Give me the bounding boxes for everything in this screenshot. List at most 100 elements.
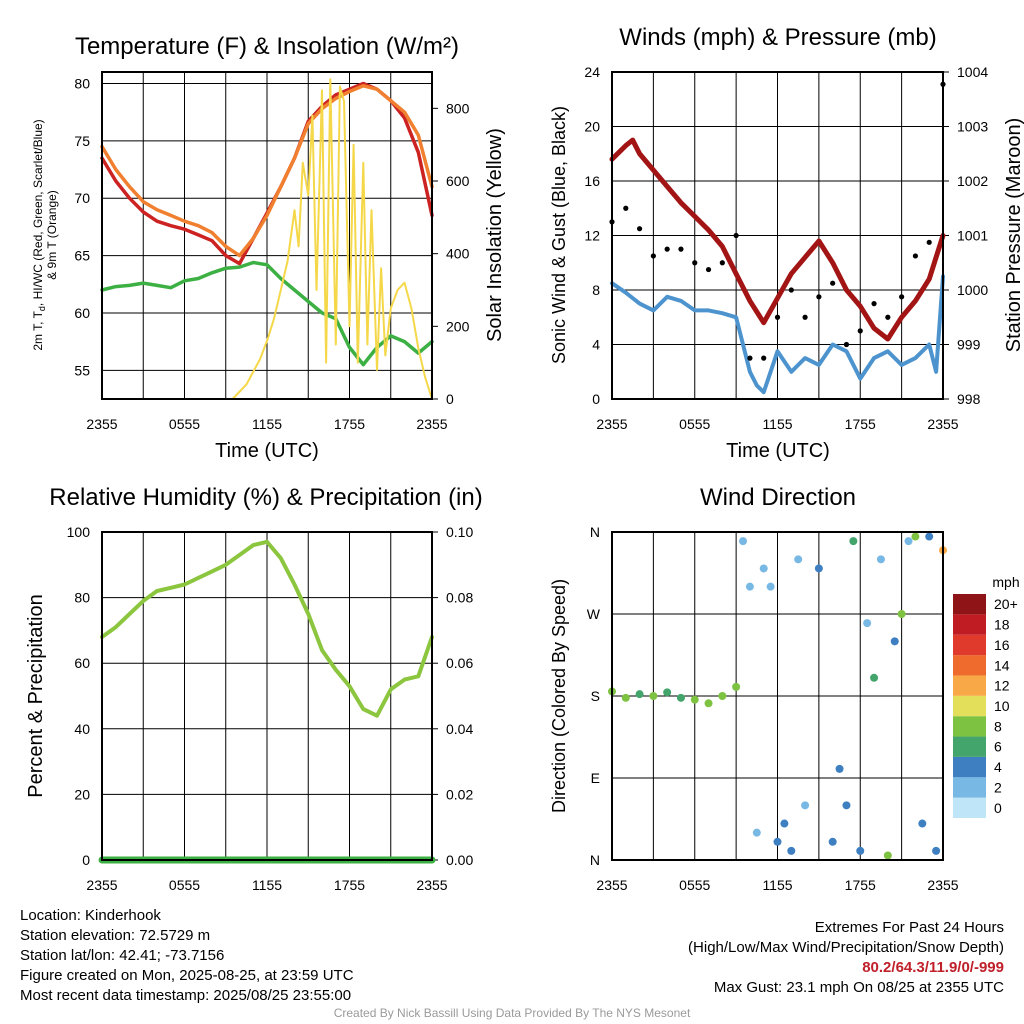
temperature-x-tick-label: 1155: [252, 416, 282, 432]
colorbar-label: 16: [994, 637, 1010, 653]
direction-point: [739, 537, 748, 546]
humidity-y2-tick-label: 0.00: [446, 852, 473, 868]
colorbar-swatch: [953, 614, 986, 635]
colorbar-swatch: [953, 634, 986, 656]
colorbar-label: 0: [994, 800, 1002, 816]
gust-point: [650, 253, 656, 259]
winds-y2-tick-label: 1003: [957, 119, 988, 135]
gust-point: [912, 253, 919, 259]
direction-x-tick-label: 2355: [596, 877, 627, 893]
humidity-panel-title: Relative Humidity (%) & Precipitation (i…: [49, 484, 482, 511]
gust-point: [761, 355, 767, 361]
gust-point: [885, 314, 891, 320]
humidity-x-tick-label: 0555: [169, 877, 200, 893]
colorbar-swatch: [953, 675, 986, 696]
direction-point: [904, 537, 913, 546]
winds-x-axis-label: Time (UTC): [726, 440, 830, 462]
temperature-y2-tick-label: 200: [446, 318, 470, 334]
direction-panel-title: Wind Direction: [700, 484, 856, 511]
wind-axis-label: Sonic Wind & Gust (Blue, Black): [549, 106, 569, 364]
colorbar-swatch: [953, 716, 986, 737]
temperature-x-tick-label: 2355: [86, 416, 117, 432]
direction-point: [773, 837, 782, 846]
credit-line: Created By Nick Bassill Using Data Provi…: [333, 1006, 691, 1020]
colorbar-swatch: [953, 797, 986, 818]
colorbar-label: 20+: [994, 596, 1018, 612]
colorbar-label: 10: [994, 698, 1010, 714]
humidity-x-tick-label: 1755: [334, 877, 365, 893]
gust-point: [747, 355, 753, 361]
direction-frame: [611, 531, 944, 861]
humidity-y-tick-label: 60: [74, 655, 90, 671]
colorbar-swatch: [953, 695, 986, 717]
humidity-x-tick-label: 2355: [86, 877, 117, 893]
direction-point: [863, 619, 872, 628]
direction-point: [704, 699, 713, 708]
winds-y2-tick-label: 1000: [957, 282, 988, 298]
humidity-x-tick-label: 1155: [252, 877, 282, 893]
direction-point: [621, 693, 630, 702]
pressure-axis-label: Station Pressure (Maroon): [1003, 118, 1024, 353]
temperature-y-tick-label: 80: [74, 75, 90, 91]
direction-point: [911, 532, 920, 541]
direction-y-tick-label: S: [591, 688, 600, 704]
colorbar-label: 2: [994, 779, 1002, 795]
direction-point: [752, 828, 761, 837]
direction-point: [932, 846, 941, 855]
direction-point: [635, 690, 644, 699]
temperature-y-tick-label: 70: [74, 190, 90, 206]
temperature-y2-tick-label: 0: [446, 391, 454, 407]
direction-y-tick-label: N: [590, 524, 600, 540]
station-latlon: Station lat/lon: 42.41; -73.7156: [20, 947, 225, 964]
winds-y-tick-label: 20: [584, 119, 600, 135]
direction-x-tick-label: 0555: [679, 877, 710, 893]
winds-y-tick-label: 8: [592, 282, 600, 298]
humidity-y-tick-label: 80: [74, 590, 90, 606]
direction-point: [663, 688, 672, 697]
gust-point: [692, 260, 698, 266]
nine_m_temperature-line: [100, 84, 434, 258]
direction-point: [856, 846, 865, 855]
humidity-y-tick-label: 20: [74, 786, 90, 802]
max-gust: Max Gust: 23.1 mph On 08/25 at 2355 UTC: [713, 979, 1004, 996]
temperature-y2-tick-label: 800: [446, 100, 470, 116]
gust-point: [636, 226, 643, 232]
gust-point: [774, 314, 781, 320]
winds-x-tick-label: 2355: [927, 416, 958, 432]
temperature-y-tick-label: 60: [74, 305, 90, 321]
winds-frame: [611, 71, 944, 400]
direction-point: [787, 846, 796, 855]
winds-y2-tick-label: 999: [957, 337, 981, 353]
humidity-axis-label: Percent & Precipitation: [25, 594, 47, 797]
temperature-x-tick-label: 1755: [334, 416, 365, 432]
humidity-y2-tick-label: 0.06: [446, 655, 473, 671]
direction-point: [649, 692, 658, 700]
direction-point: [876, 555, 885, 564]
gust-point: [802, 314, 808, 320]
most-recent-timestamp: Most recent data timestamp: 2025/08/25 2…: [20, 987, 352, 1004]
colorbar-swatch: [953, 736, 986, 757]
colorbar-label: 14: [994, 657, 1010, 673]
humidity-y2-tick-label: 0.02: [446, 786, 473, 802]
humidity-y-tick-label: 40: [74, 721, 90, 737]
temperature-left-axis-label: 2m T, Td, HI/WC (Red, Green, Scarlet/Blu…: [31, 119, 47, 350]
temperature-x-tick-label: 2355: [416, 416, 447, 432]
colorbar-swatch: [953, 777, 986, 798]
colorbar-label: 8: [994, 718, 1002, 734]
direction-point: [918, 819, 927, 828]
gust-point: [843, 341, 850, 348]
winds-y-tick-label: 0: [592, 391, 600, 407]
station-elevation: Station elevation: 72.5729 m: [20, 927, 211, 944]
humidity-frame: [101, 531, 433, 861]
direction-point: [883, 851, 892, 860]
winds-x-tick-label: 2355: [596, 416, 627, 432]
direction-point: [766, 582, 775, 591]
direction-point: [814, 564, 823, 573]
winds-x-tick-label: 1155: [762, 416, 792, 432]
humidity-line: [100, 539, 434, 718]
direction-point: [780, 819, 789, 828]
colorbar-label: 18: [994, 617, 1010, 633]
direction-y-tick-label: W: [587, 606, 601, 622]
humidity-y2-tick-label: 0.04: [446, 721, 473, 737]
